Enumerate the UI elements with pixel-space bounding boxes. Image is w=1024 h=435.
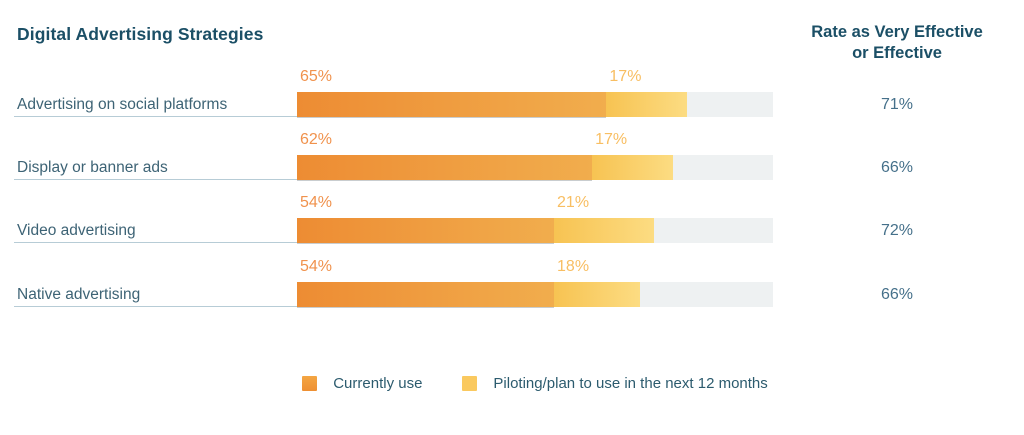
currently-use-value: 54%	[300, 258, 333, 275]
effective-rate-value: 72%	[880, 222, 914, 239]
effective-rate-value: 71%	[880, 96, 914, 113]
currently-use-segment	[297, 282, 555, 307]
piloting-segment	[554, 282, 640, 307]
piloting-segment	[554, 218, 654, 243]
category-label: Display or banner ads	[17, 159, 168, 176]
stacked-bar	[297, 92, 773, 117]
currently-use-value: 65%	[300, 68, 333, 85]
currently-use-value: 62%	[300, 131, 333, 148]
bar-value-labels: 54% 18%	[297, 255, 773, 279]
stacked-bar	[297, 218, 773, 243]
piloting-legend-label: Piloting/plan to use in the next 12 mont…	[493, 374, 768, 392]
rate-column-header-line2: or Effective	[852, 44, 942, 62]
category-label: Advertising on social platforms	[17, 96, 228, 113]
effective-rate-value: 66%	[880, 159, 914, 176]
legend: Currently use Piloting/plan to use in th…	[297, 372, 773, 394]
currently-use-legend-label: Currently use	[333, 374, 423, 392]
effective-rate-value: 66%	[880, 286, 914, 303]
stacked-bar	[297, 155, 773, 180]
category-underline	[14, 242, 297, 243]
piloting-value: 21%	[557, 194, 590, 211]
bar-value-labels: 54% 21%	[297, 191, 773, 215]
currently-use-segment	[297, 92, 607, 117]
category-label: Video advertising	[17, 222, 136, 239]
legend-item-currently-use: Currently use	[302, 375, 422, 392]
piloting-segment	[592, 155, 674, 180]
currently-use-segment	[297, 218, 555, 243]
bar-value-labels: 65% 17%	[297, 65, 773, 89]
stacked-bar	[297, 282, 773, 307]
legend-item-piloting: Piloting/plan to use in the next 12 mont…	[462, 374, 768, 392]
category-label: Native advertising	[17, 286, 141, 303]
bar-value-labels: 62% 17%	[297, 128, 773, 152]
piloting-segment	[606, 92, 688, 117]
piloting-value: 18%	[557, 258, 590, 275]
rate-column-header-line1: Rate as Very Effective	[811, 23, 983, 41]
category-underline	[14, 116, 297, 117]
currently-use-segment	[297, 155, 593, 180]
currently-use-value: 54%	[300, 194, 333, 211]
rate-column-header: Rate as Very Effective or Effective	[780, 22, 1014, 64]
chart-title: Digital Advertising Strategies	[17, 24, 264, 44]
currently-use-swatch-icon	[302, 375, 318, 391]
piloting-value: 17%	[595, 131, 628, 148]
category-underline	[14, 179, 297, 180]
category-underline	[14, 306, 297, 307]
piloting-swatch-icon	[462, 375, 478, 391]
piloting-value: 17%	[609, 68, 642, 85]
